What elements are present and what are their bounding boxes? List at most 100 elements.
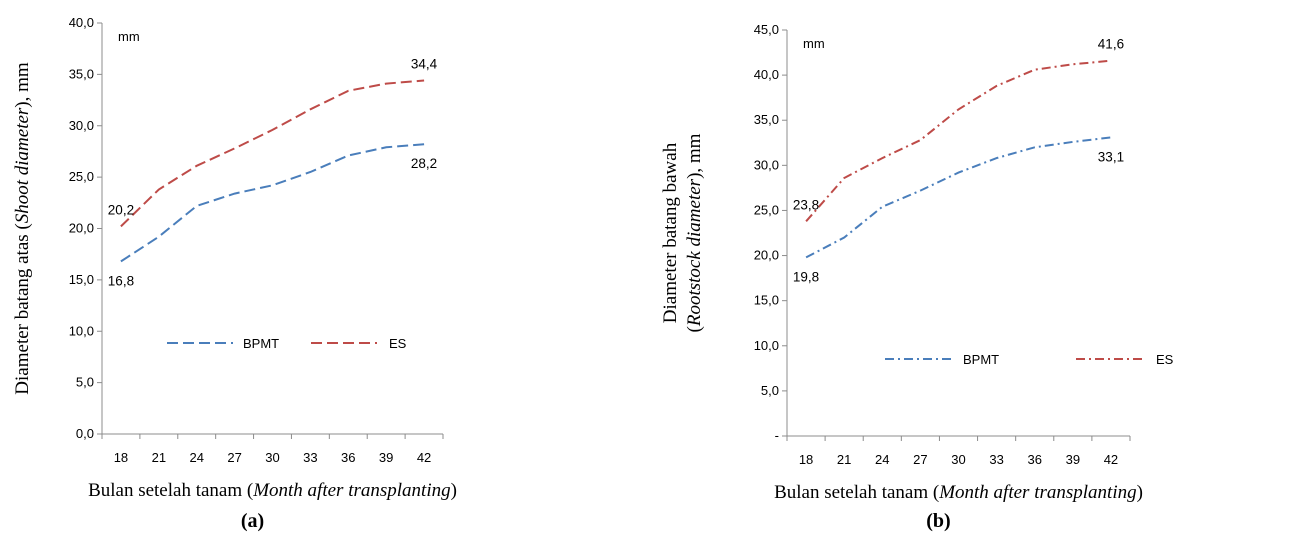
y-axis-title: Diameter batang atas (Shoot diameter), m… bbox=[12, 62, 33, 395]
y-tick-label: 25,0 bbox=[754, 202, 779, 217]
data-point-es bbox=[385, 83, 387, 85]
data-point-bpmt bbox=[272, 184, 274, 186]
y-tick-label: 25,0 bbox=[69, 169, 94, 184]
data-point-bpmt bbox=[1034, 146, 1036, 148]
x-tick-label: 42 bbox=[1104, 452, 1118, 467]
data-point-bpmt bbox=[120, 260, 122, 262]
y-tick-label: 30,0 bbox=[754, 157, 779, 172]
x-tick-label: 21 bbox=[152, 450, 166, 465]
chart-panel-b: - 5,0 10,0 15,0 20,0 25,0 30,0 35,0 40,0 45,0 18 21… bbox=[660, 22, 1174, 532]
data-label: 41,6 bbox=[1098, 37, 1124, 52]
data-point-es bbox=[1072, 63, 1074, 65]
data-point-bpmt bbox=[881, 206, 883, 208]
y-tick-label: 40,0 bbox=[754, 67, 779, 82]
y-axis-title: Diameter batang bawah bbox=[660, 142, 681, 323]
y-tick-label: 20,0 bbox=[754, 248, 779, 263]
series-line-es bbox=[805, 59, 1111, 222]
x-tick-label: 24 bbox=[189, 450, 203, 465]
x-tick-label: 36 bbox=[341, 450, 355, 465]
data-label: 23,8 bbox=[793, 197, 819, 212]
y-tick-label: 20,0 bbox=[69, 221, 94, 236]
unit-label: mm bbox=[803, 36, 825, 51]
y-axis-title: (Rootstock diameter), mm bbox=[684, 133, 705, 332]
series-line-bpmt bbox=[805, 136, 1112, 259]
data-point-es bbox=[1110, 60, 1112, 62]
y-tick-label: 40,0 bbox=[69, 15, 94, 30]
y-tick-label: 10,0 bbox=[69, 323, 94, 338]
legend-label-es: ES bbox=[1156, 352, 1174, 367]
y-tick-label: 35,0 bbox=[69, 66, 94, 81]
axis-title-part: ( bbox=[684, 326, 705, 332]
y-tick-label: 35,0 bbox=[754, 112, 779, 127]
y-tick-label: 45,0 bbox=[754, 22, 779, 37]
legend-label-bpmt: BPMT bbox=[243, 336, 279, 351]
x-tick-label: 30 bbox=[951, 452, 965, 467]
data-point-es bbox=[843, 177, 845, 179]
y-tick-label: 15,0 bbox=[754, 293, 779, 308]
x-axis-title: Bulan setelah tanam (Month after transpl… bbox=[88, 480, 457, 501]
x-tick-label: 36 bbox=[1027, 452, 1041, 467]
x-tick-label: 42 bbox=[417, 450, 431, 465]
axis-title-italic-part: Rootstock diameter bbox=[684, 178, 705, 327]
unit-label: mm bbox=[118, 29, 140, 44]
data-point-es bbox=[234, 147, 236, 149]
data-point-bpmt bbox=[958, 172, 960, 174]
data-label: 19,8 bbox=[793, 269, 819, 284]
data-point-bpmt bbox=[196, 205, 198, 207]
data-label: 20,2 bbox=[108, 202, 134, 217]
data-point-bpmt bbox=[309, 171, 311, 173]
data-point-bpmt bbox=[1110, 136, 1112, 138]
data-point-es bbox=[881, 157, 883, 159]
axis-title-part: Bulan setelah tanam ( bbox=[774, 482, 939, 503]
series-line-bpmt bbox=[120, 143, 425, 263]
x-tick-label: 30 bbox=[265, 450, 279, 465]
data-label: 16,8 bbox=[108, 273, 134, 288]
x-tick-label: 39 bbox=[1066, 452, 1080, 467]
x-tick-label: 18 bbox=[799, 452, 813, 467]
x-tick-label: 18 bbox=[114, 450, 128, 465]
data-point-es bbox=[347, 90, 349, 92]
x-tick-label: 27 bbox=[227, 450, 241, 465]
x-axis-title: Bulan setelah tanam (Month after transpl… bbox=[774, 482, 1143, 503]
y-tick-label: - bbox=[775, 428, 779, 443]
data-point-bpmt bbox=[996, 157, 998, 159]
x-tick-label: 33 bbox=[303, 450, 317, 465]
y-tick-label: 0,0 bbox=[76, 426, 94, 441]
data-point-bpmt bbox=[919, 190, 921, 192]
series-line-es bbox=[120, 79, 425, 228]
data-point-es bbox=[423, 80, 425, 82]
axis-title-italic-part: Month after transplanting bbox=[938, 482, 1136, 503]
data-point-es bbox=[272, 129, 274, 131]
data-point-bpmt bbox=[843, 237, 845, 239]
x-tick-label: 24 bbox=[875, 452, 889, 467]
data-point-es bbox=[196, 165, 198, 167]
y-tick-label: 30,0 bbox=[69, 118, 94, 133]
y-tick-label: 10,0 bbox=[754, 338, 779, 353]
x-tick-label: 21 bbox=[837, 452, 851, 467]
data-point-es bbox=[996, 85, 998, 87]
data-label: 34,4 bbox=[411, 57, 438, 72]
panel-caption: (b) bbox=[926, 510, 950, 532]
x-tick-label: 39 bbox=[379, 450, 393, 465]
data-label: 33,1 bbox=[1098, 149, 1124, 164]
data-point-es bbox=[919, 139, 921, 141]
axis-title-part: ) bbox=[1137, 482, 1143, 503]
data-point-bpmt bbox=[385, 146, 387, 148]
axis-title-part: ) bbox=[451, 480, 457, 501]
legend-label-bpmt: BPMT bbox=[963, 352, 999, 367]
data-point-es bbox=[1034, 69, 1036, 71]
data-point-es bbox=[958, 108, 960, 110]
panel-caption: (a) bbox=[241, 510, 264, 532]
y-tick-label: 5,0 bbox=[761, 383, 779, 398]
data-point-bpmt bbox=[1072, 141, 1074, 143]
legend-label-es: ES bbox=[389, 336, 407, 351]
y-tick-label: 15,0 bbox=[69, 272, 94, 287]
axis-title-italic-part: Month after transplanting bbox=[252, 480, 450, 501]
data-point-bpmt bbox=[423, 143, 425, 145]
x-tick-label: 27 bbox=[913, 452, 927, 467]
axis-title-part: Diameter batang atas ( bbox=[12, 223, 33, 394]
x-tick-label: 33 bbox=[989, 452, 1003, 467]
data-point-bpmt bbox=[234, 193, 236, 195]
axis-title-italic-part: Shoot diameter bbox=[12, 107, 33, 223]
